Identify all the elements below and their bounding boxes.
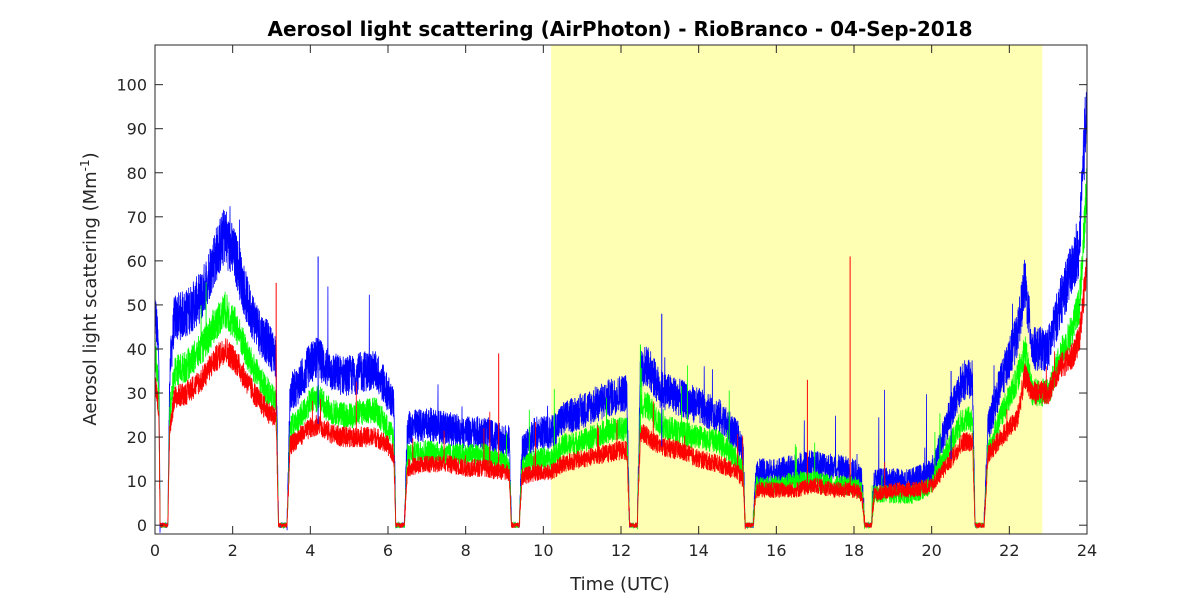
axis-ticks: 0 2 4 6 8 10 12 14 16 18 20 22 240102030405060708090… [116,45,1097,560]
x-tick-label: 0 [150,541,160,560]
y-axis-label-superscript: -1 [78,159,92,171]
y-tick-label: 100 [116,76,147,95]
series-line-2 [155,258,1087,530]
y-axis-label: Aerosol light scattering (Mm-1) [78,152,101,425]
x-tick-label: 18 [844,541,864,560]
y-tick-label: 50 [127,296,147,315]
x-axis-label: Time (UTC) [569,574,670,595]
x-tick-label: 22 [999,541,1019,560]
y-tick-label: 80 [127,164,147,183]
x-tick-label: 2 [228,541,238,560]
plot-area [154,44,1088,535]
y-axis-label-close: ) [80,152,101,159]
x-tick-label: 10 [533,541,553,560]
y-tick-label: 20 [127,428,147,447]
y-tick-label: 10 [127,472,147,491]
x-tick-label: 8 [461,541,471,560]
y-tick-label: 60 [127,252,147,271]
x-tick-label: 24 [1077,541,1097,560]
x-tick-label: 16 [766,541,786,560]
chart-title: Aerosol light scattering (AirPhoton) - R… [268,17,973,41]
y-tick-label: 70 [127,208,147,227]
x-tick-label: 6 [383,541,393,560]
x-tick-label: 20 [921,541,941,560]
y-tick-label: 90 [127,120,147,139]
y-tick-label: 40 [127,340,147,359]
x-tick-label: 14 [688,541,708,560]
y-tick-label: 30 [127,384,147,403]
x-tick-label: 4 [305,541,315,560]
x-tick-label: 12 [611,541,631,560]
y-axis-label-main: Aerosol light scattering (Mm [80,171,101,425]
y-tick-label: 0 [137,516,147,535]
